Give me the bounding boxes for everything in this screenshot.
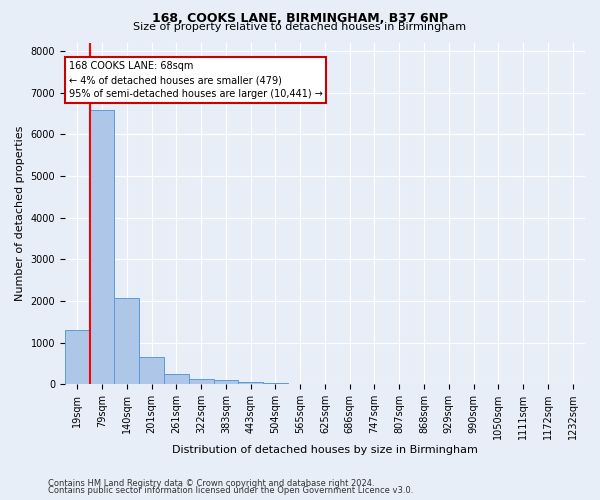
Bar [115,298,139,384]
Bar [214,380,238,384]
Text: 168, COOKS LANE, BIRMINGHAM, B37 6NP: 168, COOKS LANE, BIRMINGHAM, B37 6NP [152,12,448,26]
Text: Contains public sector information licensed under the Open Government Licence v3: Contains public sector information licen… [48,486,413,495]
Bar [164,374,189,384]
Bar [65,330,89,384]
Bar [263,382,288,384]
Bar [139,357,164,384]
Text: Contains HM Land Registry data © Crown copyright and database right 2024.: Contains HM Land Registry data © Crown c… [48,478,374,488]
Bar [238,382,263,384]
X-axis label: Distribution of detached houses by size in Birmingham: Distribution of detached houses by size … [172,445,478,455]
Bar [89,110,115,384]
Text: Size of property relative to detached houses in Birmingham: Size of property relative to detached ho… [133,22,467,32]
Bar [189,379,214,384]
Text: 168 COOKS LANE: 68sqm
← 4% of detached houses are smaller (479)
95% of semi-deta: 168 COOKS LANE: 68sqm ← 4% of detached h… [68,62,322,100]
Y-axis label: Number of detached properties: Number of detached properties [15,126,25,301]
